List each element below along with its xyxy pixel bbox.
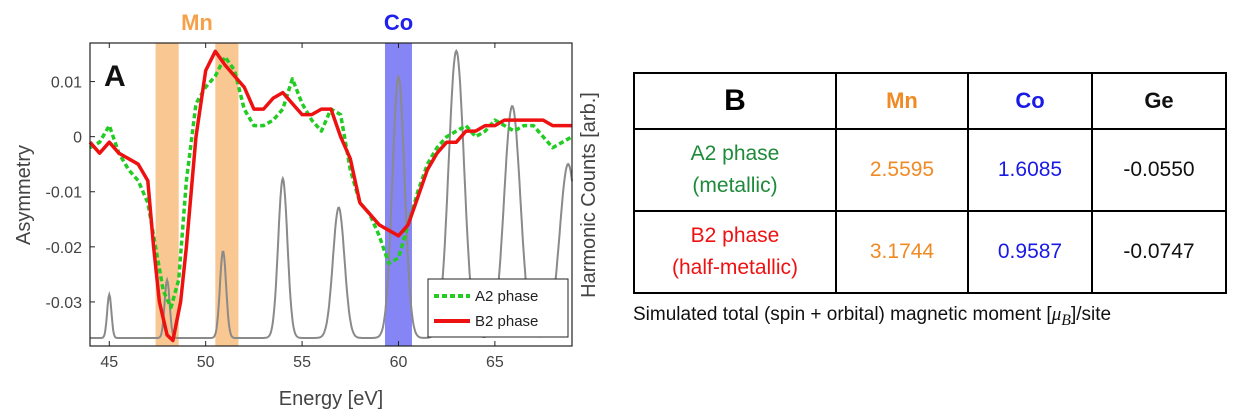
value-ge: -0.0550 xyxy=(1091,128,1227,212)
x-tick-label: 60 xyxy=(390,354,408,371)
column-header-co: Co xyxy=(967,72,1093,130)
table-panel-label: B xyxy=(633,72,837,130)
x-tick-label: 45 xyxy=(100,354,118,371)
band-label-co: Co xyxy=(384,10,413,35)
x-tick-label: 55 xyxy=(293,354,311,371)
phase-cell-a2: A2 phase (metallic) xyxy=(633,128,837,212)
y-tick-label: -0.02 xyxy=(46,240,83,257)
table-row: A2 phase (metallic) 2.5595 1.6085 -0.055… xyxy=(633,128,1227,212)
x-axis-title: Energy [eV] xyxy=(279,388,384,410)
column-header-mn: Mn xyxy=(835,72,969,130)
y-tick-label: 0.01 xyxy=(51,75,82,92)
y2-axis-title: Harmonic Counts [arb.] xyxy=(578,92,600,298)
magnetic-moment-table: B Mn Co Ge A2 phase (metallic) 2.5595 1.… xyxy=(633,72,1227,294)
band-label-mn: Mn xyxy=(181,10,213,35)
caption-suffix: ]/site xyxy=(1070,304,1112,325)
table-header-row: B Mn Co Ge xyxy=(633,72,1227,130)
plot-frame xyxy=(89,42,573,347)
table-caption: Simulated total (spin + orbital) magneti… xyxy=(633,304,1111,330)
column-header-ge: Ge xyxy=(1091,72,1227,130)
phase-type: (half-metallic) xyxy=(671,256,799,279)
value-mn: 2.5595 xyxy=(835,128,969,212)
phase-name: B2 phase xyxy=(690,224,780,247)
x-tick-label: 50 xyxy=(197,354,215,371)
phase-type: (metallic) xyxy=(692,174,778,197)
legend-label-a2: A2 phase xyxy=(475,288,538,305)
y-tick-label: -0.01 xyxy=(46,185,83,202)
panel-b: B Mn Co Ge A2 phase (metallic) 2.5595 1.… xyxy=(633,72,1243,382)
table-row: B2 phase (half-metallic) 3.1744 0.9587 -… xyxy=(633,210,1227,294)
phase-name: A2 phase xyxy=(690,142,780,165)
value-co: 0.9587 xyxy=(967,210,1093,294)
value-co: 1.6085 xyxy=(967,128,1093,212)
phase-cell-b2: B2 phase (half-metallic) xyxy=(633,210,837,294)
series-line-b2-phase xyxy=(88,49,572,343)
y-axis-title: Asymmetry xyxy=(13,145,35,245)
asymmetry-lines xyxy=(88,49,573,343)
value-ge: -0.0747 xyxy=(1091,210,1227,294)
legend: A2 phase B2 phase xyxy=(427,278,569,338)
value-mn: 3.1744 xyxy=(835,210,969,294)
xmcd-chart: 45 50 55 60 65 0.01 0 -0.01 -0.02 -0.03 A Energy … xyxy=(13,10,600,410)
panel-label-a: A xyxy=(104,60,126,93)
caption-mu-symbol: μ xyxy=(1051,304,1062,325)
legend-box xyxy=(427,278,569,338)
legend-label-b2: B2 phase xyxy=(475,313,538,330)
x-tick-label: 65 xyxy=(486,354,504,371)
highlight-band-co xyxy=(384,43,412,346)
caption-text: Simulated total (spin + orbital) magneti… xyxy=(633,304,1052,325)
caption-mu-subscript: B xyxy=(1061,311,1071,329)
axes: 45 50 55 60 65 0.01 0 -0.01 -0.02 -0.03 xyxy=(46,43,504,371)
y-tick-label: -0.03 xyxy=(46,295,83,312)
y-tick-label: 0 xyxy=(73,130,82,147)
